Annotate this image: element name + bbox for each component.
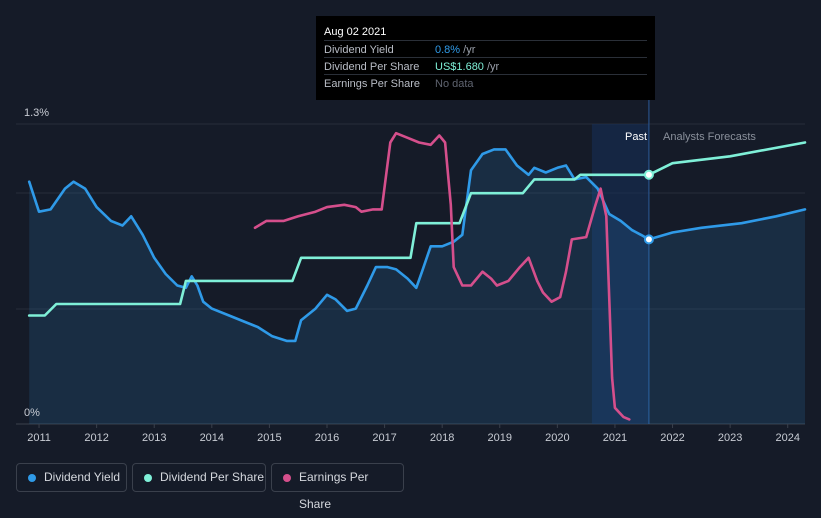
x-tick-label: 2020 <box>545 432 569 444</box>
legend-dot-icon <box>144 474 152 482</box>
legend-dividend-per-share[interactable]: Dividend Per Share <box>132 463 266 492</box>
tooltip-label: Dividend Per Share <box>324 61 420 73</box>
tooltip-label: Dividend Yield <box>324 44 394 56</box>
tooltip-value-unit: /yr <box>483 61 500 73</box>
series-lines <box>27 131 807 424</box>
x-tick-label: 2015 <box>257 432 281 444</box>
x-tick-label: 2012 <box>84 432 108 444</box>
dividend-yield-line <box>27 148 807 343</box>
grid-lines <box>16 123 805 425</box>
legend-dividend-yield[interactable]: Dividend Yield <box>16 463 127 492</box>
x-tick-label: 2019 <box>488 432 512 444</box>
past-label: Past <box>625 131 647 143</box>
tooltip-label: Earnings Per Share <box>324 78 420 90</box>
x-tick-label: 2022 <box>660 432 684 444</box>
legend-earnings-per-share[interactable]: Earnings Per Share <box>271 463 404 511</box>
x-tick-label: 2023 <box>718 432 742 444</box>
x-tick-label: 2013 <box>142 432 166 444</box>
x-tick-label: 2014 <box>200 432 224 444</box>
x-tick-label: 2016 <box>315 432 339 444</box>
tooltip-markers <box>643 169 654 245</box>
tooltip-value-number: US$1.680 <box>435 61 484 73</box>
x-tick-label: 2011 <box>27 432 51 444</box>
dividend-per-share-marker <box>643 169 654 180</box>
tooltip-value: No data <box>435 78 474 90</box>
earnings-per-share-line <box>253 131 631 421</box>
tooltip-value-number: No data <box>435 78 474 90</box>
tooltip-row-earnings-per-share: Earnings Per Share No data <box>324 74 647 92</box>
legend-dot-icon <box>28 474 36 482</box>
legend-dot-icon <box>283 474 291 482</box>
dividend-per-share-line <box>27 141 807 317</box>
tooltip-value-number: 0.8% <box>435 44 461 56</box>
y-axis-label-bottom: 0% <box>24 407 40 419</box>
x-axis: 2011 2012 2013 2014 2015 2016 2017 2018 2019 2020… <box>27 424 800 444</box>
tooltip-value: US$1.680 /yr <box>435 61 499 73</box>
legend-label: Dividend Yield <box>44 470 121 484</box>
tooltip-row-dividend-yield: Dividend Yield 0.8% /yr <box>324 40 647 58</box>
y-axis-label-top: 1.3% <box>24 107 49 119</box>
tooltip-row-dividend-per-share: Dividend Per Share US$1.680 /yr <box>324 57 647 75</box>
x-tick-label: 2018 <box>430 432 454 444</box>
tooltip-value-unit: /yr <box>460 44 476 56</box>
forecast-label: Analysts Forecasts <box>663 131 756 143</box>
x-tick-label: 2017 <box>372 432 396 444</box>
dividend-yield-marker <box>643 234 654 245</box>
legend-label: Dividend Per Share <box>160 470 265 484</box>
x-tick-label: 2024 <box>775 432 799 444</box>
tooltip-value: 0.8% /yr <box>435 44 475 56</box>
tooltip: Aug 02 2021 Dividend Yield 0.8% /yr Divi… <box>316 16 655 100</box>
x-tick-label: 2021 <box>603 432 627 444</box>
tooltip-date: Aug 02 2021 <box>324 26 387 38</box>
